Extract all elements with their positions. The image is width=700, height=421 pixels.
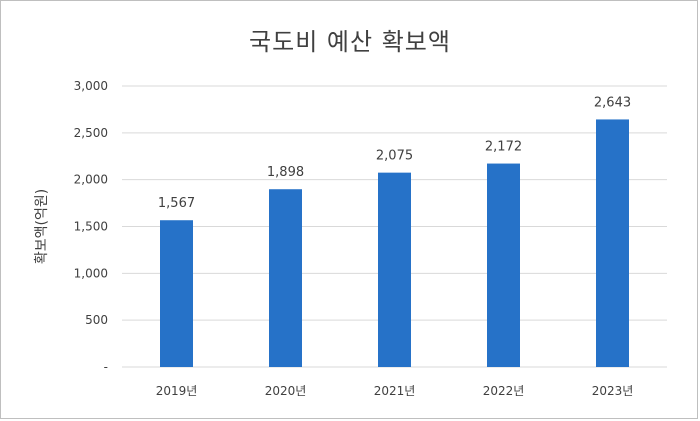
data-label: 2,643 [594,95,631,110]
data-labels: 1,567 1,898 2,075 2,172 2,643 [158,95,631,211]
chart-title: 국도비 예산 확보액 [249,28,451,56]
bar [596,119,629,368]
x-tick-label: 2022년 [483,384,525,398]
bars [160,119,629,368]
x-tick-label: 2021년 [374,384,416,398]
data-label: 1,898 [267,165,304,180]
y-tick-label: - [104,360,108,374]
y-tick-label: 1,500 [74,220,108,234]
bar [487,163,520,367]
x-tick-labels: 2019년 2020년 2021년 2022년 2023년 [156,384,634,398]
x-tick-label: 2020년 [265,384,307,398]
y-tick-label: 500 [85,313,108,327]
data-label: 2,075 [376,149,413,164]
bar [160,220,193,367]
bar [378,172,411,367]
x-tick-label: 2023년 [592,384,634,398]
y-tick-label: 3,000 [74,79,108,93]
data-label: 1,567 [158,196,195,211]
x-tick-label: 2019년 [156,384,198,398]
y-tick-labels: - 500 1,000 1,500 2,000 2,500 3,000 [74,79,108,374]
y-axis-title: 확보액(억원) [34,189,50,264]
y-tick-label: 2,000 [74,173,108,187]
y-tick-label: 2,500 [74,126,108,140]
data-label: 2,172 [485,140,522,155]
bar [269,189,302,367]
y-tick-label: 1,000 [74,266,108,280]
